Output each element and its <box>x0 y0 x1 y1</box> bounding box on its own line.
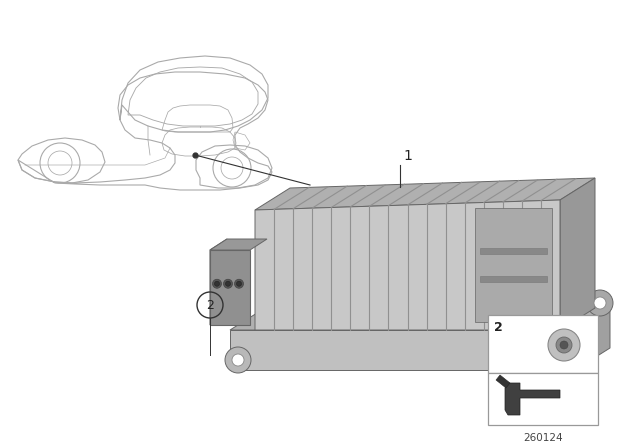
Circle shape <box>559 354 571 366</box>
Circle shape <box>260 290 286 316</box>
Circle shape <box>594 297 606 309</box>
Polygon shape <box>210 239 267 250</box>
Text: 2: 2 <box>206 298 214 311</box>
Polygon shape <box>230 330 575 370</box>
Circle shape <box>225 347 251 373</box>
Circle shape <box>560 341 568 349</box>
Text: 260124: 260124 <box>523 433 563 443</box>
Circle shape <box>552 347 578 373</box>
Polygon shape <box>505 383 560 415</box>
Polygon shape <box>255 178 595 210</box>
Bar <box>488 373 598 425</box>
Circle shape <box>587 290 613 316</box>
Polygon shape <box>479 276 547 282</box>
Polygon shape <box>210 239 227 325</box>
Circle shape <box>267 297 279 309</box>
Polygon shape <box>210 250 250 325</box>
Circle shape <box>225 281 230 286</box>
Polygon shape <box>496 375 510 388</box>
Polygon shape <box>560 178 595 330</box>
Circle shape <box>214 281 220 286</box>
Circle shape <box>212 279 221 288</box>
Text: 2: 2 <box>494 321 503 334</box>
Polygon shape <box>575 308 610 370</box>
Polygon shape <box>230 308 610 330</box>
Bar <box>488 315 598 373</box>
Polygon shape <box>479 248 547 254</box>
Polygon shape <box>475 208 552 322</box>
Text: 1: 1 <box>403 149 412 163</box>
Circle shape <box>548 329 580 361</box>
Circle shape <box>232 354 244 366</box>
Circle shape <box>223 279 232 288</box>
Circle shape <box>556 337 572 353</box>
Circle shape <box>234 279 243 288</box>
Circle shape <box>237 281 241 286</box>
Polygon shape <box>255 200 560 330</box>
